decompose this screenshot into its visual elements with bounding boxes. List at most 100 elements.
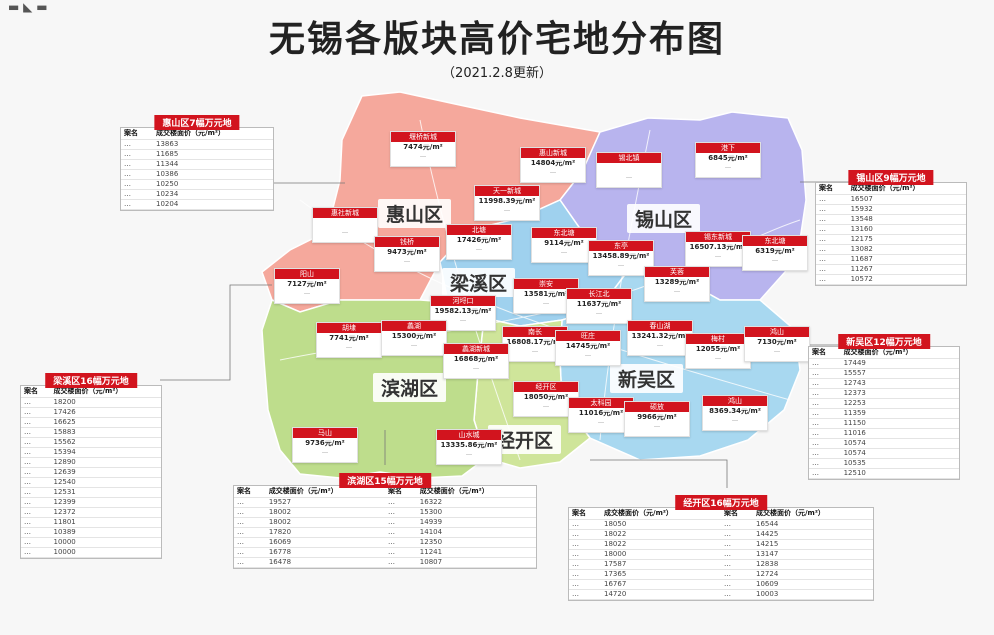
update-date: （2021.2.8更新） — [442, 66, 552, 81]
pin-price: 11637元/m² — [576, 301, 622, 308]
table-cell: 11685 — [153, 149, 273, 160]
pin-price: 17426元/m² — [456, 237, 502, 244]
table-cell: … — [21, 477, 51, 488]
pin-price: 13241.32元/m² — [631, 333, 689, 340]
table-row: … 18000… 13147 — [569, 549, 873, 560]
pin-name: 胡埭 — [317, 323, 381, 333]
table-cell: … — [121, 139, 154, 150]
pin-desc: … — [473, 364, 479, 371]
table-cell: 17449 — [840, 358, 959, 369]
land-pin: 蠡湖 15300元/m²… — [381, 320, 447, 356]
pin-name: 梅村 — [686, 334, 750, 344]
table-cell: … — [121, 159, 154, 170]
table-row: … 10000 — [21, 537, 161, 548]
table-cell: 12510 — [840, 468, 959, 479]
pin-name: 山水城 — [437, 430, 501, 440]
table-row: … 15883 — [21, 427, 161, 438]
table-header-cell: 成交楼面价（元/m²） — [50, 386, 161, 398]
table-cell: 10000 — [50, 547, 161, 558]
table-cell: … — [816, 194, 848, 205]
table-row: … 16478… 10807 — [234, 557, 536, 568]
pin-name: 东北塘 — [743, 236, 807, 246]
district-label-xishan: 锡山区 — [627, 204, 701, 233]
land-pin: 鸿山 7130元/m²… — [744, 326, 810, 362]
table-header-row: 案名 成交楼面价（元/m²） 案名 成交楼面价（元/m²） — [569, 508, 873, 520]
pin-price: 12055元/m² — [695, 346, 741, 353]
table-cell: … — [21, 437, 51, 448]
table-cell: … — [384, 527, 417, 538]
pin-name: 经开区 — [514, 382, 578, 392]
table-cell: 15562 — [50, 437, 161, 448]
table-cell: … — [809, 388, 841, 399]
table-cell: … — [21, 487, 51, 498]
table-cell: … — [816, 234, 848, 245]
table-header-cell: 成交楼面价（元/m²） — [847, 183, 966, 195]
pin-desc: … — [420, 152, 426, 159]
table-cell: … — [21, 427, 51, 438]
pin-desc: … — [466, 450, 472, 457]
land-pin: 北塘 17426元/m²… — [446, 224, 512, 260]
pin-name: 蠡湖 — [382, 321, 446, 331]
table-cell: 10609 — [753, 579, 873, 590]
table-row: … 13548 — [816, 214, 966, 225]
table-row: … 11267 — [816, 264, 966, 275]
table-cell: 13082 — [847, 244, 966, 255]
pin-desc: … — [654, 422, 660, 429]
table-cell: … — [569, 529, 602, 540]
table-cell: 13160 — [847, 224, 966, 235]
table-cell: … — [21, 537, 51, 548]
table-row: … 16778… 11241 — [234, 547, 536, 558]
table-cell: 12253 — [840, 398, 959, 409]
table-row: … 12540 — [21, 477, 161, 488]
table-header-cell: 案名 — [720, 508, 753, 520]
table-row: … 12743 — [809, 378, 959, 389]
table-cell: … — [384, 507, 417, 518]
land-pin: 梅村 12055元/m²… — [685, 333, 751, 369]
table-cell: … — [720, 559, 753, 570]
pin-desc: … — [772, 256, 778, 263]
pin-desc: … — [618, 261, 624, 268]
table-cell: 16767 — [601, 579, 721, 590]
pin-name: 惠山新城 — [521, 148, 585, 158]
table-row: … 10204 — [121, 199, 273, 210]
table-header-cell: 案名 — [569, 508, 602, 520]
table-row: … 17449 — [809, 358, 959, 369]
table-cell: … — [384, 517, 417, 528]
table-row: … 12890 — [21, 457, 161, 468]
table-cell: 14720 — [601, 589, 721, 600]
pin-name: 旺庄 — [556, 331, 620, 341]
land-pin: 马山 9736元/m²… — [292, 427, 358, 463]
land-pin: 山水城 13335.86元/m²… — [436, 429, 502, 465]
table-row: … 10000 — [21, 547, 161, 558]
table-cell: 14104 — [416, 527, 536, 538]
pin-desc: … — [596, 309, 602, 316]
table-row: … 10572 — [816, 274, 966, 285]
table-row: … 10574 — [809, 448, 959, 459]
pin-price: 9473元/m² — [387, 249, 427, 256]
table-cell: 14215 — [753, 539, 873, 550]
table-cell: … — [121, 199, 154, 210]
pin-desc: … — [725, 163, 731, 170]
land-pin: 长江北 11637元/m²… — [566, 288, 632, 324]
table-cell: … — [569, 519, 602, 530]
table-cell: 18050 — [601, 519, 721, 530]
table-cell: 10003 — [753, 589, 873, 600]
table-cell: … — [720, 579, 753, 590]
table-cell: … — [21, 547, 51, 558]
pin-name: 长江北 — [567, 289, 631, 299]
table-header-row: 案名 成交楼面价（元/m²） — [21, 386, 161, 398]
table-cell: … — [816, 224, 848, 235]
land-pin: 春山湖 13241.32元/m²… — [627, 320, 693, 356]
pin-price: 16868元/m² — [453, 356, 499, 363]
table-cell: 10250 — [153, 179, 273, 190]
table-row: … 14720… 10003 — [569, 589, 873, 600]
land-pin: 锡东新城 16507.13元/m²… — [685, 231, 751, 267]
table-cell: … — [121, 179, 154, 190]
table-header-row: 案名 成交楼面价（元/m²） — [816, 183, 966, 195]
table-row: … 18050… 16544 — [569, 519, 873, 530]
table-cell: 12724 — [753, 569, 873, 580]
table-cell: 16069 — [265, 537, 385, 548]
pin-price: 11998.39元/m² — [478, 198, 536, 205]
table-cell: 11016 — [840, 428, 959, 439]
pin-price: 15300元/m² — [391, 333, 437, 340]
